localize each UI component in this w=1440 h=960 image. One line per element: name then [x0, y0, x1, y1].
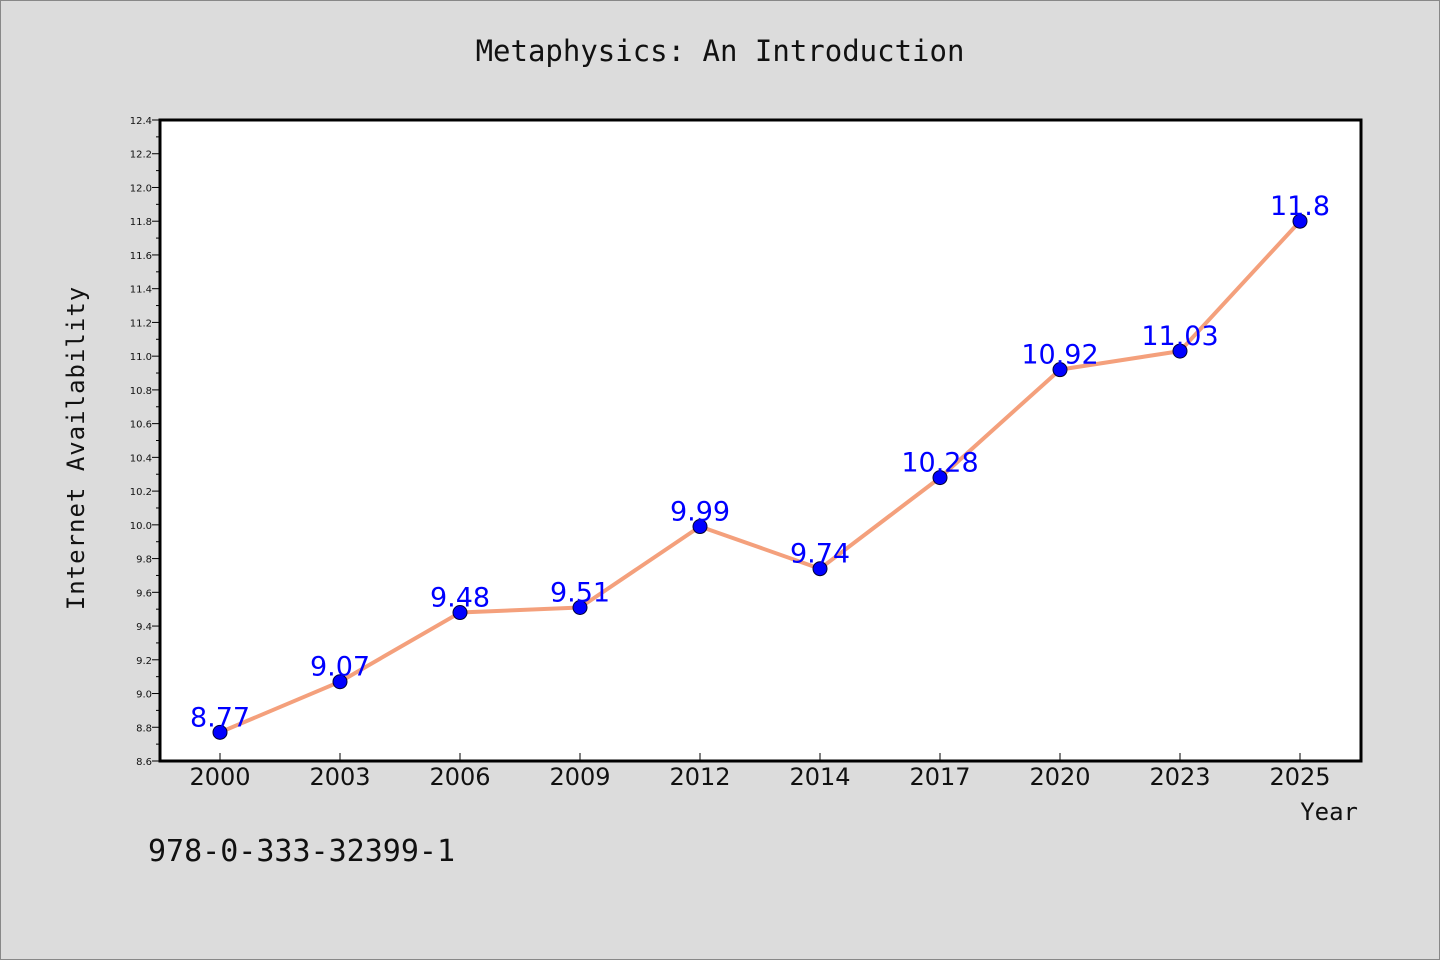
chart-title: Metaphysics: An Introduction [475, 34, 965, 68]
x-tick-label: 2014 [789, 763, 850, 791]
data-label: 9.07 [310, 652, 370, 683]
x-tick-label: 2000 [189, 763, 250, 791]
x-axis-label: Year [1300, 798, 1358, 826]
data-label: 11.03 [1141, 321, 1218, 352]
data-point-marker [1292, 213, 1308, 229]
data-label: 10.28 [901, 448, 978, 479]
y-tick-label: 8.8 [136, 723, 152, 734]
data-point-marker [212, 724, 228, 740]
x-tick-label: 2017 [909, 763, 970, 791]
data-label: 9.51 [550, 577, 610, 608]
data-point-marker [1172, 343, 1188, 359]
series-line [219, 219, 1302, 735]
y-tick-label: 10.2 [130, 487, 152, 498]
data-point-marker [812, 561, 828, 577]
y-tick-label: 9.2 [136, 656, 152, 667]
data-point-marker [692, 519, 708, 535]
x-tick-label: 2020 [1029, 763, 1090, 791]
data-label: 9.99 [670, 497, 730, 528]
y-axis-ticks: 8.6 8.8 9.0 9.2 9.4 9.6 9.8 10.0 10.2 10.4 10.6 10.… [130, 116, 160, 768]
data-label: 11.8 [1270, 191, 1330, 222]
y-tick-label: 10.8 [130, 386, 152, 397]
y-tick-label: 11.6 [130, 251, 152, 262]
x-tick-label: 2025 [1269, 763, 1330, 791]
y-tick-label: 9.0 [136, 690, 152, 701]
data-point-marker [332, 674, 348, 690]
plot-frame [158, 118, 1363, 763]
y-tick-label: 10.0 [130, 521, 152, 532]
y-tick-label: 10.4 [130, 453, 152, 464]
data-point-marker [572, 599, 588, 615]
y-tick-label: 9.4 [136, 622, 152, 633]
isbn-label: 978-0-333-32399-1 [148, 834, 456, 869]
series-group: 8.77 9.07 9.48 9.51 9.99 9.74 10.28 10.92 11.03 1… [190, 191, 1330, 740]
y-tick-label: 12.0 [130, 183, 152, 194]
data-label: 10.92 [1021, 340, 1098, 371]
plot-area [160, 120, 1361, 761]
y-tick-label: 9.8 [136, 555, 152, 566]
y-axis-label: Internet Availability [62, 286, 90, 610]
data-point-marker [452, 605, 468, 621]
x-tick-label: 2003 [309, 763, 370, 791]
y-tick-label: 9.6 [136, 588, 152, 599]
data-label: 8.77 [190, 702, 250, 733]
x-tick-label: 2023 [1149, 763, 1210, 791]
data-point-marker [1052, 362, 1068, 378]
y-tick-label: 11.2 [130, 318, 152, 329]
x-tick-label: 2012 [669, 763, 730, 791]
data-label: 9.48 [430, 583, 490, 614]
x-tick-label: 2006 [429, 763, 490, 791]
x-tick-label: 2009 [549, 763, 610, 791]
y-tick-label: 10.6 [130, 420, 152, 431]
data-point-marker [932, 470, 948, 486]
y-tick-label: 11.0 [130, 352, 152, 363]
y-tick-label: 11.8 [130, 217, 152, 228]
data-label: 9.74 [790, 539, 850, 570]
x-axis-ticks: 2000 2003 2006 2009 2012 2014 2017 2020 2023 2025 [189, 753, 1331, 791]
y-tick-label: 12.4 [130, 116, 152, 127]
y-tick-label: 11.4 [130, 285, 152, 296]
y-tick-label: 8.6 [136, 757, 152, 768]
y-tick-label: 12.2 [130, 150, 152, 161]
